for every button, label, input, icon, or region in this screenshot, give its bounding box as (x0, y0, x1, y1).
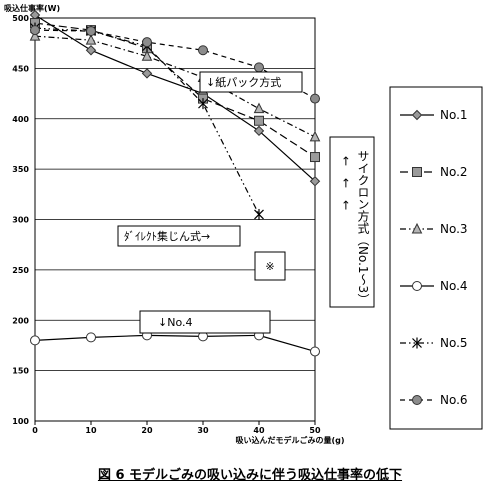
legend-marker (411, 109, 423, 121)
x-tick-label: 10 (85, 426, 97, 435)
x-tick-label: 20 (141, 426, 153, 435)
data-point (309, 130, 321, 142)
data-point (86, 26, 96, 37)
x-tick-label: 0 (32, 426, 38, 435)
grid-lines (35, 67, 315, 372)
x-tick-label: 40 (253, 426, 265, 435)
annotation-box (117, 225, 241, 247)
y-tick-label: 300 (12, 216, 29, 225)
y-axis-title: 吸込仕事率(W) (4, 3, 60, 13)
annotation-no4: ↓No.4 (158, 316, 192, 329)
annotation-paper-pack: ↓紙パック方式 (206, 75, 281, 89)
legend-marker (412, 281, 422, 291)
annotation-cyclone-arrows: ← ← ← (339, 156, 353, 210)
series-line (34, 14, 316, 182)
y-tick-label: 250 (12, 266, 29, 275)
annotation-box (254, 251, 286, 281)
data-point (198, 45, 208, 56)
annotations: ↓紙パック方式 ﾀﾞｲﾚｸﾄ集じん式→ ※ ↓No.4 サイクロン方式（No.1〜3）←… (117, 71, 375, 334)
annotation-direct: ﾀﾞｲﾚｸﾄ集じん式→ (124, 229, 210, 243)
annotation-note: ※ (265, 260, 274, 273)
data-point (142, 37, 152, 48)
plot-frame (34, 17, 316, 422)
legend-label: No.6 (440, 393, 468, 407)
legend-item: No.1 (400, 108, 468, 122)
data-point (254, 115, 264, 126)
data-point (30, 335, 40, 346)
data-point (198, 98, 208, 110)
data-point (29, 30, 41, 41)
series-line (34, 334, 316, 353)
legend-item: No.2 (400, 165, 468, 179)
data-point (309, 176, 321, 187)
x-tick-label: 50 (309, 426, 321, 435)
annotation-cyclone: サイクロン方式（No.1〜3） (356, 150, 370, 305)
legend-label: No.5 (440, 336, 468, 350)
annotation-box (199, 71, 303, 93)
legend-label: No.2 (440, 165, 468, 179)
y-tick-label: 500 (12, 14, 29, 23)
data-point (85, 34, 97, 45)
legend-item: No.4 (400, 279, 468, 293)
data-point (310, 152, 320, 163)
data-point (141, 68, 153, 79)
data-point (254, 208, 264, 220)
y-tick-label: 450 (12, 64, 29, 73)
series-line (34, 27, 260, 215)
data-point (85, 45, 97, 56)
data-point (30, 25, 40, 36)
x-tick-label: 30 (197, 426, 209, 435)
data-point (310, 346, 320, 357)
figure-caption: 図 6 モデルごみの吸い込みに伴う吸込仕事率の低下 (97, 468, 403, 483)
legend-marker (412, 337, 422, 349)
y-tick-label: 350 (12, 165, 29, 174)
legend: No.1 No.2 No.3 No.4 No.5 No.6 (389, 86, 483, 430)
legend-marker (411, 222, 423, 234)
legend-item: No.3 (400, 222, 468, 236)
legend-label: No.1 (440, 108, 468, 122)
data-point (253, 102, 265, 114)
legend-marker (412, 167, 422, 177)
axes: 100 150 200 250 300 350 400 450 500 0 10 20 30 40 50 吸込… (4, 3, 345, 445)
data-point (86, 332, 96, 343)
legend-item: No.5 (400, 336, 468, 350)
x-axis-title: 吸い込んだモデルごみの量(g) (235, 435, 344, 445)
annotation-box (139, 310, 271, 334)
legend-label: No.3 (440, 222, 468, 236)
data-point (310, 93, 320, 104)
y-tick-label: 100 (12, 417, 29, 426)
legend-marker (412, 395, 422, 405)
y-tick-label: 400 (12, 115, 29, 124)
data-point (141, 50, 153, 61)
y-tick-label: 200 (12, 316, 29, 325)
legend-item: No.6 (400, 393, 468, 407)
series-no4 (30, 330, 320, 357)
legend-label: No.4 (440, 279, 468, 293)
y-tick-label: 150 (12, 367, 29, 376)
annotation-box (329, 136, 375, 308)
data-point (253, 125, 265, 137)
legend-box (389, 86, 483, 430)
data-point (254, 62, 264, 73)
series-line (34, 35, 316, 138)
series-group (29, 9, 321, 357)
series-no1 (29, 9, 321, 187)
